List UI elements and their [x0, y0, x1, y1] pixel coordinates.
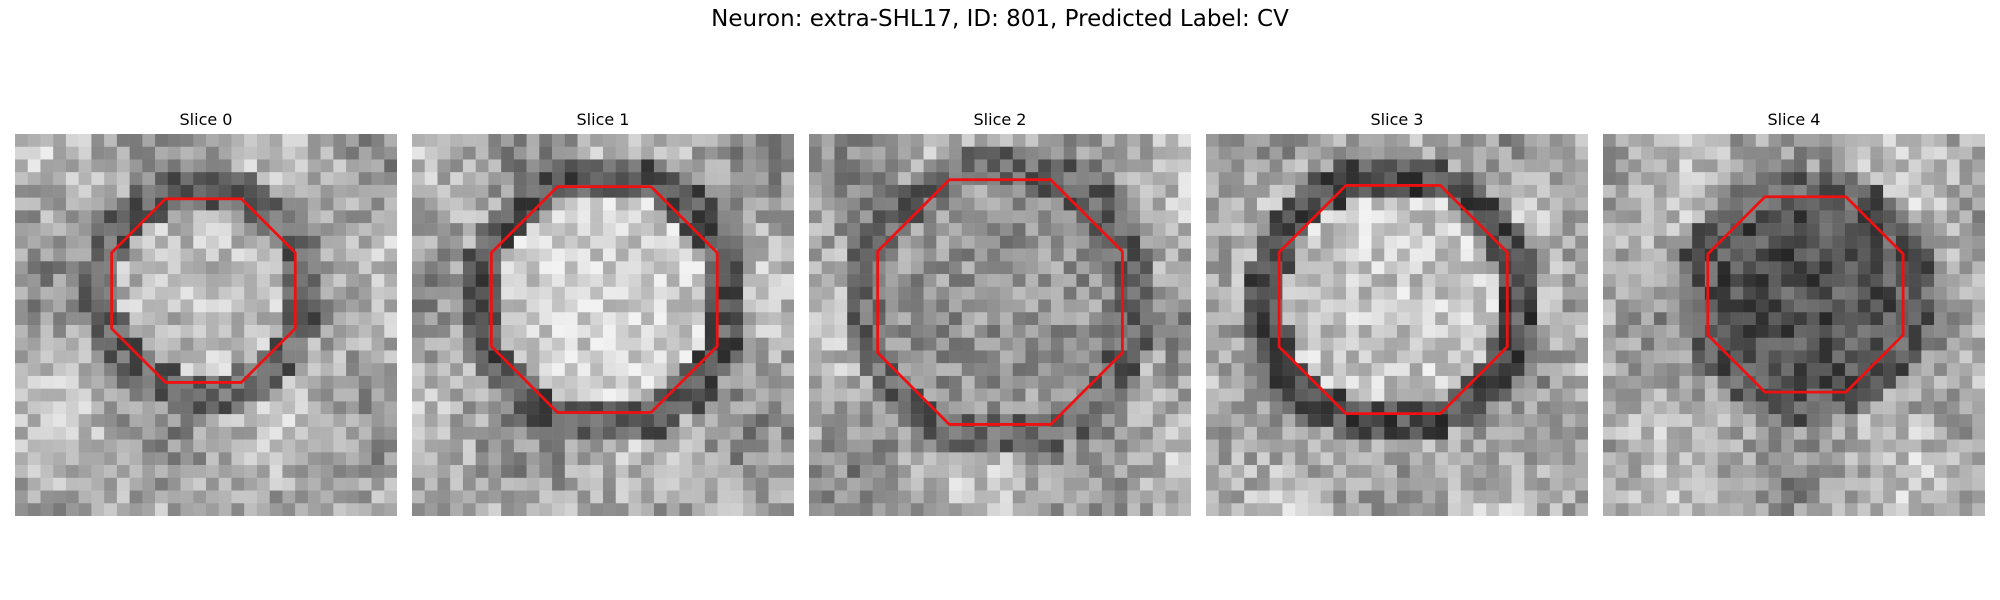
segmentation-contour: [489, 185, 719, 414]
slice-image: [809, 134, 1191, 516]
segmentation-contour: [110, 197, 297, 384]
slice-title: Slice 4: [1767, 110, 1821, 129]
figure-title: Neuron: extra-SHL17, ID: 801, Predicted …: [711, 6, 1289, 32]
pixel-grid: [1206, 134, 1588, 516]
segmentation-contour: [1706, 195, 1905, 394]
slice-title: Slice 0: [179, 110, 233, 129]
slice-image: [412, 134, 794, 516]
slice-title: Slice 2: [973, 110, 1027, 129]
pixel-grid: [15, 134, 397, 516]
pixel-grid: [1603, 134, 1985, 516]
pixel-grid: [412, 134, 794, 516]
slice-image: [1603, 134, 1985, 516]
slice-title: Slice 1: [576, 110, 630, 129]
segmentation-contour: [876, 178, 1124, 426]
pixel-grid: [809, 134, 1191, 516]
slice-image: [15, 134, 397, 516]
segmentation-contour: [1277, 184, 1509, 416]
slice-title: Slice 3: [1370, 110, 1424, 129]
slice-image: [1206, 134, 1588, 516]
